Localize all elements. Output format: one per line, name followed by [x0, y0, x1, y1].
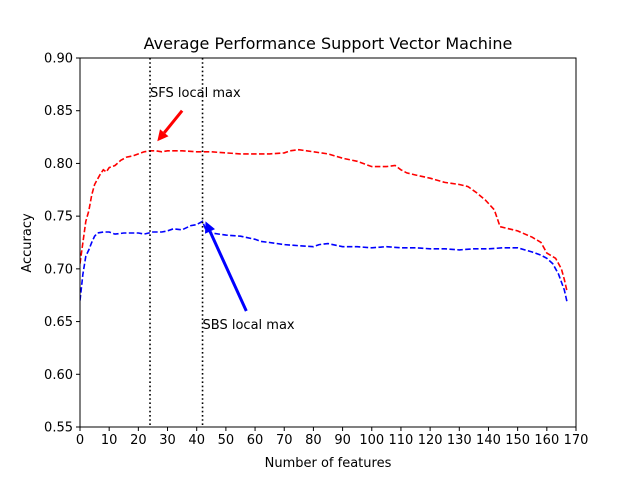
series-line-1	[80, 148, 568, 293]
chart-title: Average Performance Support Vector Machi…	[144, 34, 513, 53]
annotation-arrowhead-2	[205, 221, 215, 234]
x-tick-label: 70	[276, 433, 293, 448]
plot-area: SFS local max SBS local max	[80, 58, 568, 427]
x-tick-label: 10	[101, 433, 118, 448]
axes: 0 10 20 30 40 50 60 70 80 90 100 110 120 130 140 150 160…	[44, 52, 588, 449]
annotation-arrow-1	[163, 109, 184, 134]
annotation-arrow-2	[208, 230, 248, 312]
y-tick-label: 0.55	[44, 421, 73, 436]
annotation-text-1: SFS local max	[150, 86, 241, 101]
y-tick-label: 0.65	[44, 315, 73, 330]
x-tick-label: 100	[359, 433, 384, 448]
x-tick-label: 120	[418, 433, 443, 448]
x-tick-label: 80	[305, 433, 322, 448]
y-tick-label: 0.90	[44, 52, 73, 67]
x-tick-label: 140	[476, 433, 501, 448]
x-tick-label: 40	[188, 433, 205, 448]
x-tick-label: 170	[564, 433, 589, 448]
annotation-arrowhead-1	[157, 129, 169, 142]
x-tick-label: 0	[76, 433, 84, 448]
x-tick-label: 60	[247, 433, 264, 448]
x-tick-label: 50	[218, 433, 235, 448]
annotation-text-2: SBS local max	[203, 318, 295, 333]
y-tick-label: 0.80	[44, 157, 73, 172]
x-tick-label: 30	[159, 433, 176, 448]
x-tick-label: 160	[534, 433, 559, 448]
x-tick-label: 90	[334, 433, 351, 448]
y-tick-label: 0.75	[44, 210, 73, 225]
x-tick-label: 20	[130, 433, 147, 448]
x-tick-label: 130	[447, 433, 472, 448]
y-tick-label: 0.60	[44, 368, 73, 383]
y-tick-label: 0.70	[44, 262, 73, 277]
y-tick-label: 0.85	[44, 104, 73, 119]
series-line-2	[80, 220, 568, 303]
y-axis-label: Accuracy	[20, 213, 35, 273]
axes-frame	[79, 57, 577, 428]
x-tick-label: 110	[389, 433, 414, 448]
x-axis-label: Number of features	[265, 456, 392, 471]
x-tick-label: 150	[505, 433, 530, 448]
